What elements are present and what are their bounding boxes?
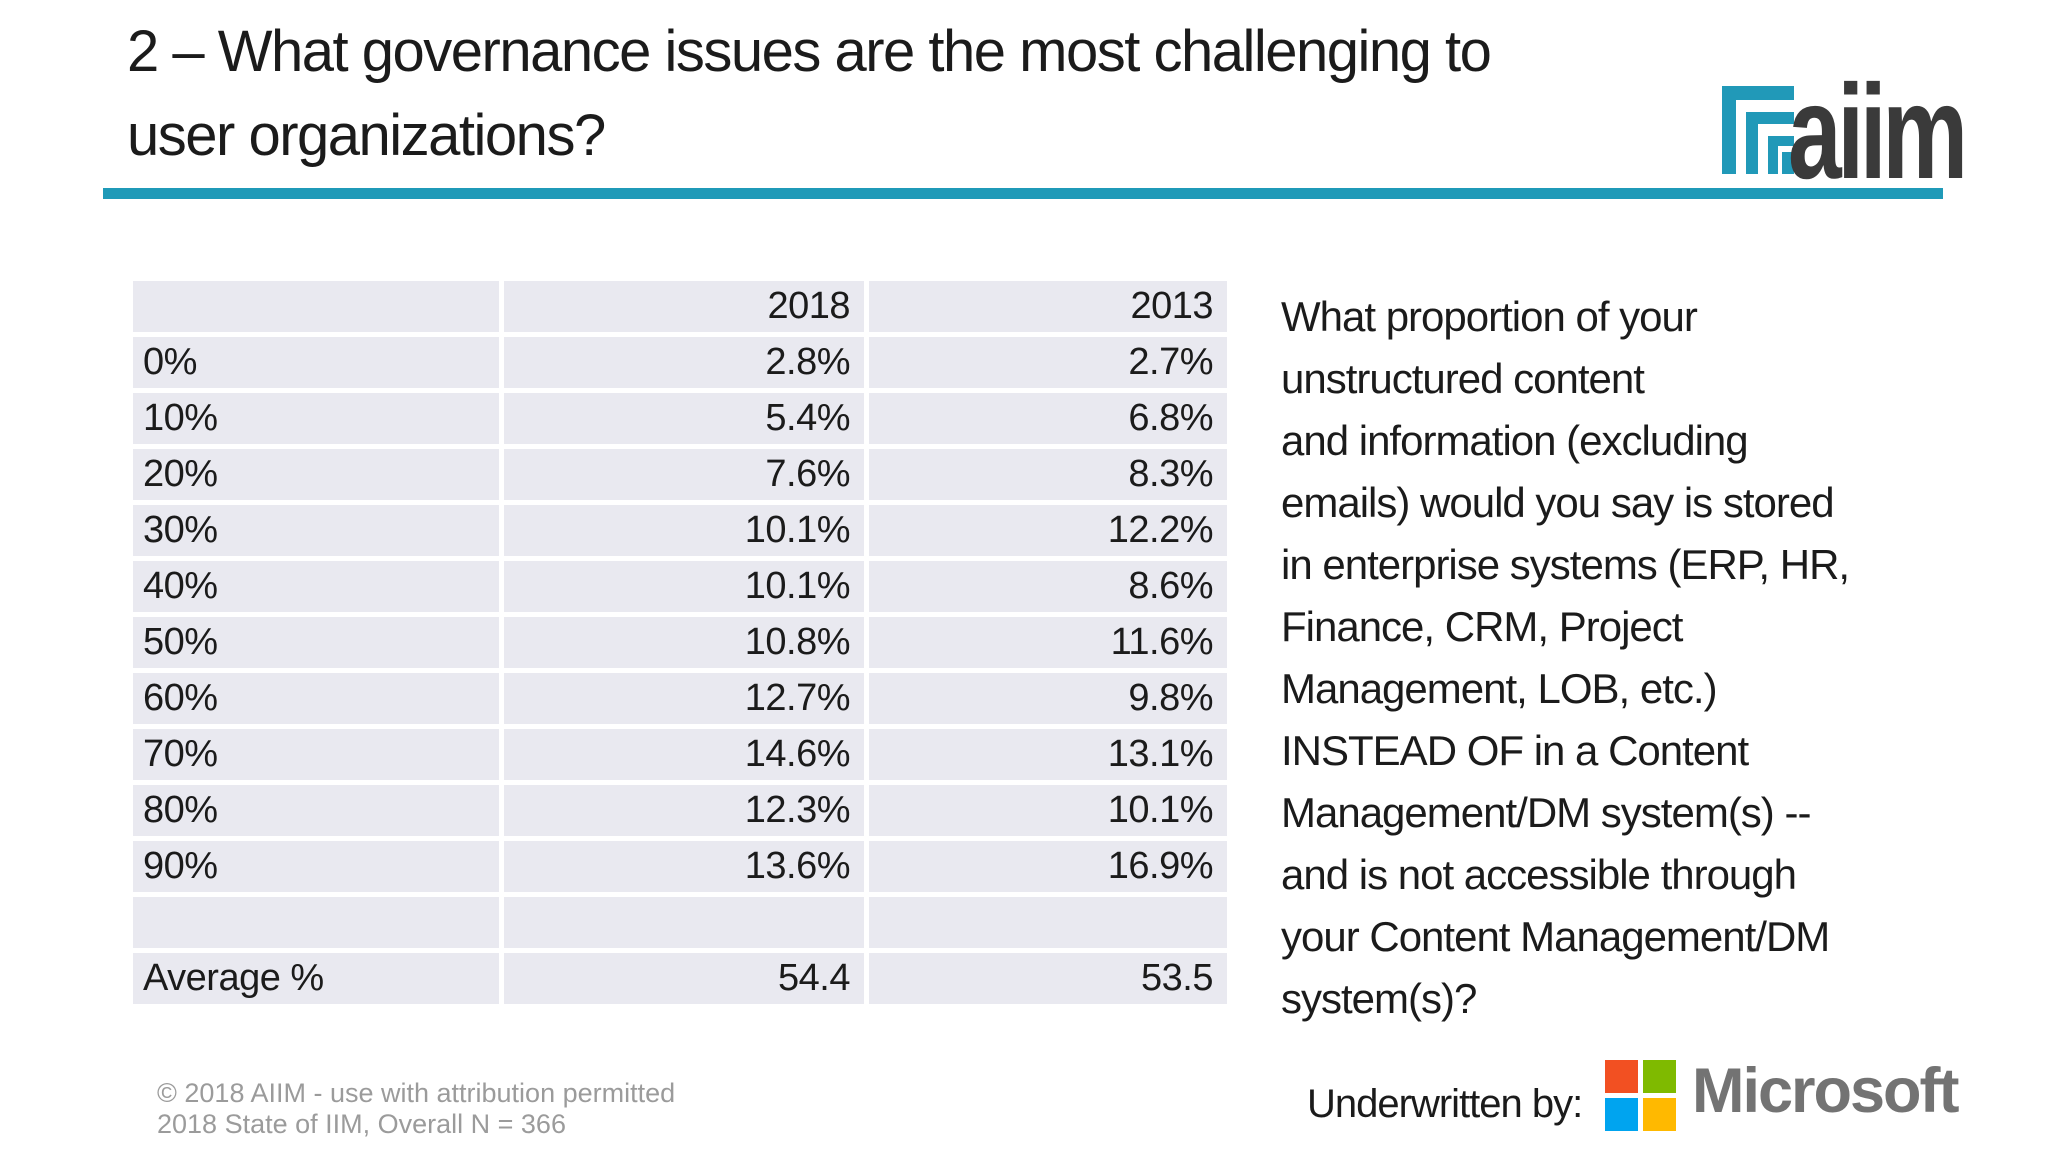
- question-text: What proportion of your unstructured con…: [1281, 293, 1850, 1022]
- table-cell-2018: 2.8%: [504, 337, 864, 388]
- table-cell-2018: 10.1%: [504, 505, 864, 556]
- table-row-label-cell: Average %: [133, 953, 499, 1004]
- microsoft-wordmark: Microsoft: [1692, 1056, 1959, 1126]
- table-cell-2013: 9.8%: [869, 673, 1227, 724]
- aiim-logo-icon: [1722, 86, 1794, 174]
- table-cell-2013: 53.5: [869, 953, 1227, 1004]
- table-cell-2018: [504, 897, 864, 948]
- microsoft-square-red: [1605, 1060, 1638, 1093]
- table-row-label-cell: 70%: [133, 729, 499, 780]
- microsoft-square-blue: [1605, 1098, 1638, 1131]
- table-row-label-cell: 90%: [133, 841, 499, 892]
- table-cell-2013: 6.8%: [869, 393, 1227, 444]
- microsoft-logo: Microsoft: [1605, 1056, 2005, 1135]
- table-cell-2018: 7.6%: [504, 449, 864, 500]
- table-row-label-cell: 10%: [133, 393, 499, 444]
- table-cell-2018: 14.6%: [504, 729, 864, 780]
- table-cell-2013: 13.1%: [869, 729, 1227, 780]
- table-row-label-cell: 50%: [133, 617, 499, 668]
- title-accent-rule: [103, 188, 1943, 199]
- aiim-wordmark: aiim: [1788, 58, 1968, 207]
- microsoft-square-green: [1643, 1060, 1676, 1093]
- table-cell-2018: 12.7%: [504, 673, 864, 724]
- microsoft-logo-icon: [1605, 1060, 1676, 1131]
- data-table: 2018 2013 0% 2.8% 2.7% 10% 5.4% 6.8% 20% 7.6% 8.3%…: [133, 281, 1227, 1004]
- table-row-label-cell: 60%: [133, 673, 499, 724]
- table-row-label-cell: 20%: [133, 449, 499, 500]
- table-row-label-cell: 0%: [133, 337, 499, 388]
- table-row-label-cell: 30%: [133, 505, 499, 556]
- table-row-label-cell: 40%: [133, 561, 499, 612]
- table-header-cell: [133, 281, 499, 332]
- table-header-cell: 2013: [869, 281, 1227, 332]
- table-cell-2013: 12.2%: [869, 505, 1227, 556]
- table-cell-2018: 54.4: [504, 953, 864, 1004]
- table-cell-2013: 10.1%: [869, 785, 1227, 836]
- table-cell-2013: 8.3%: [869, 449, 1227, 500]
- table-cell-2013: 8.6%: [869, 561, 1227, 612]
- table-cell-2018: 5.4%: [504, 393, 864, 444]
- microsoft-square-yellow: [1643, 1098, 1676, 1131]
- underwritten-label: Underwritten by:: [1307, 1082, 1583, 1126]
- table-cell-2013: [869, 897, 1227, 948]
- table-cell-2013: 2.7%: [869, 337, 1227, 388]
- table-header-cell: 2018: [504, 281, 864, 332]
- table-row-label-cell: 80%: [133, 785, 499, 836]
- aiim-logo: aiim: [1722, 46, 1992, 200]
- copyright-text: © 2018 AIIM - use with attribution permi…: [157, 1078, 676, 1139]
- table-cell-2013: 11.6%: [869, 617, 1227, 668]
- slide-title: 2 – What governance issues are the most …: [127, 19, 1492, 168]
- table-cell-2018: 12.3%: [504, 785, 864, 836]
- table-cell-2018: 13.6%: [504, 841, 864, 892]
- table-cell-2013: 16.9%: [869, 841, 1227, 892]
- table-cell-2018: 10.1%: [504, 561, 864, 612]
- table-cell-2018: 10.8%: [504, 617, 864, 668]
- table-row-label-cell: [133, 897, 499, 948]
